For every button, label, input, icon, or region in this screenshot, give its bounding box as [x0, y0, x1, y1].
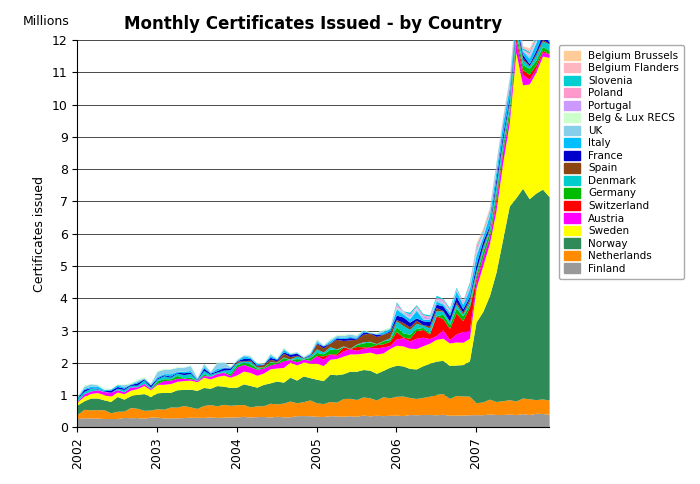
Title: Monthly Certificates Issued - by Country: Monthly Certificates Issued - by Country	[124, 15, 503, 33]
Legend: Belgium Brussels, Belgium Flanders, Slovenia, Poland, Portugal, Belg & Lux RECS,: Belgium Brussels, Belgium Flanders, Slov…	[559, 45, 685, 279]
Y-axis label: Certificates issued: Certificates issued	[33, 176, 46, 292]
Text: Millions: Millions	[23, 15, 70, 29]
